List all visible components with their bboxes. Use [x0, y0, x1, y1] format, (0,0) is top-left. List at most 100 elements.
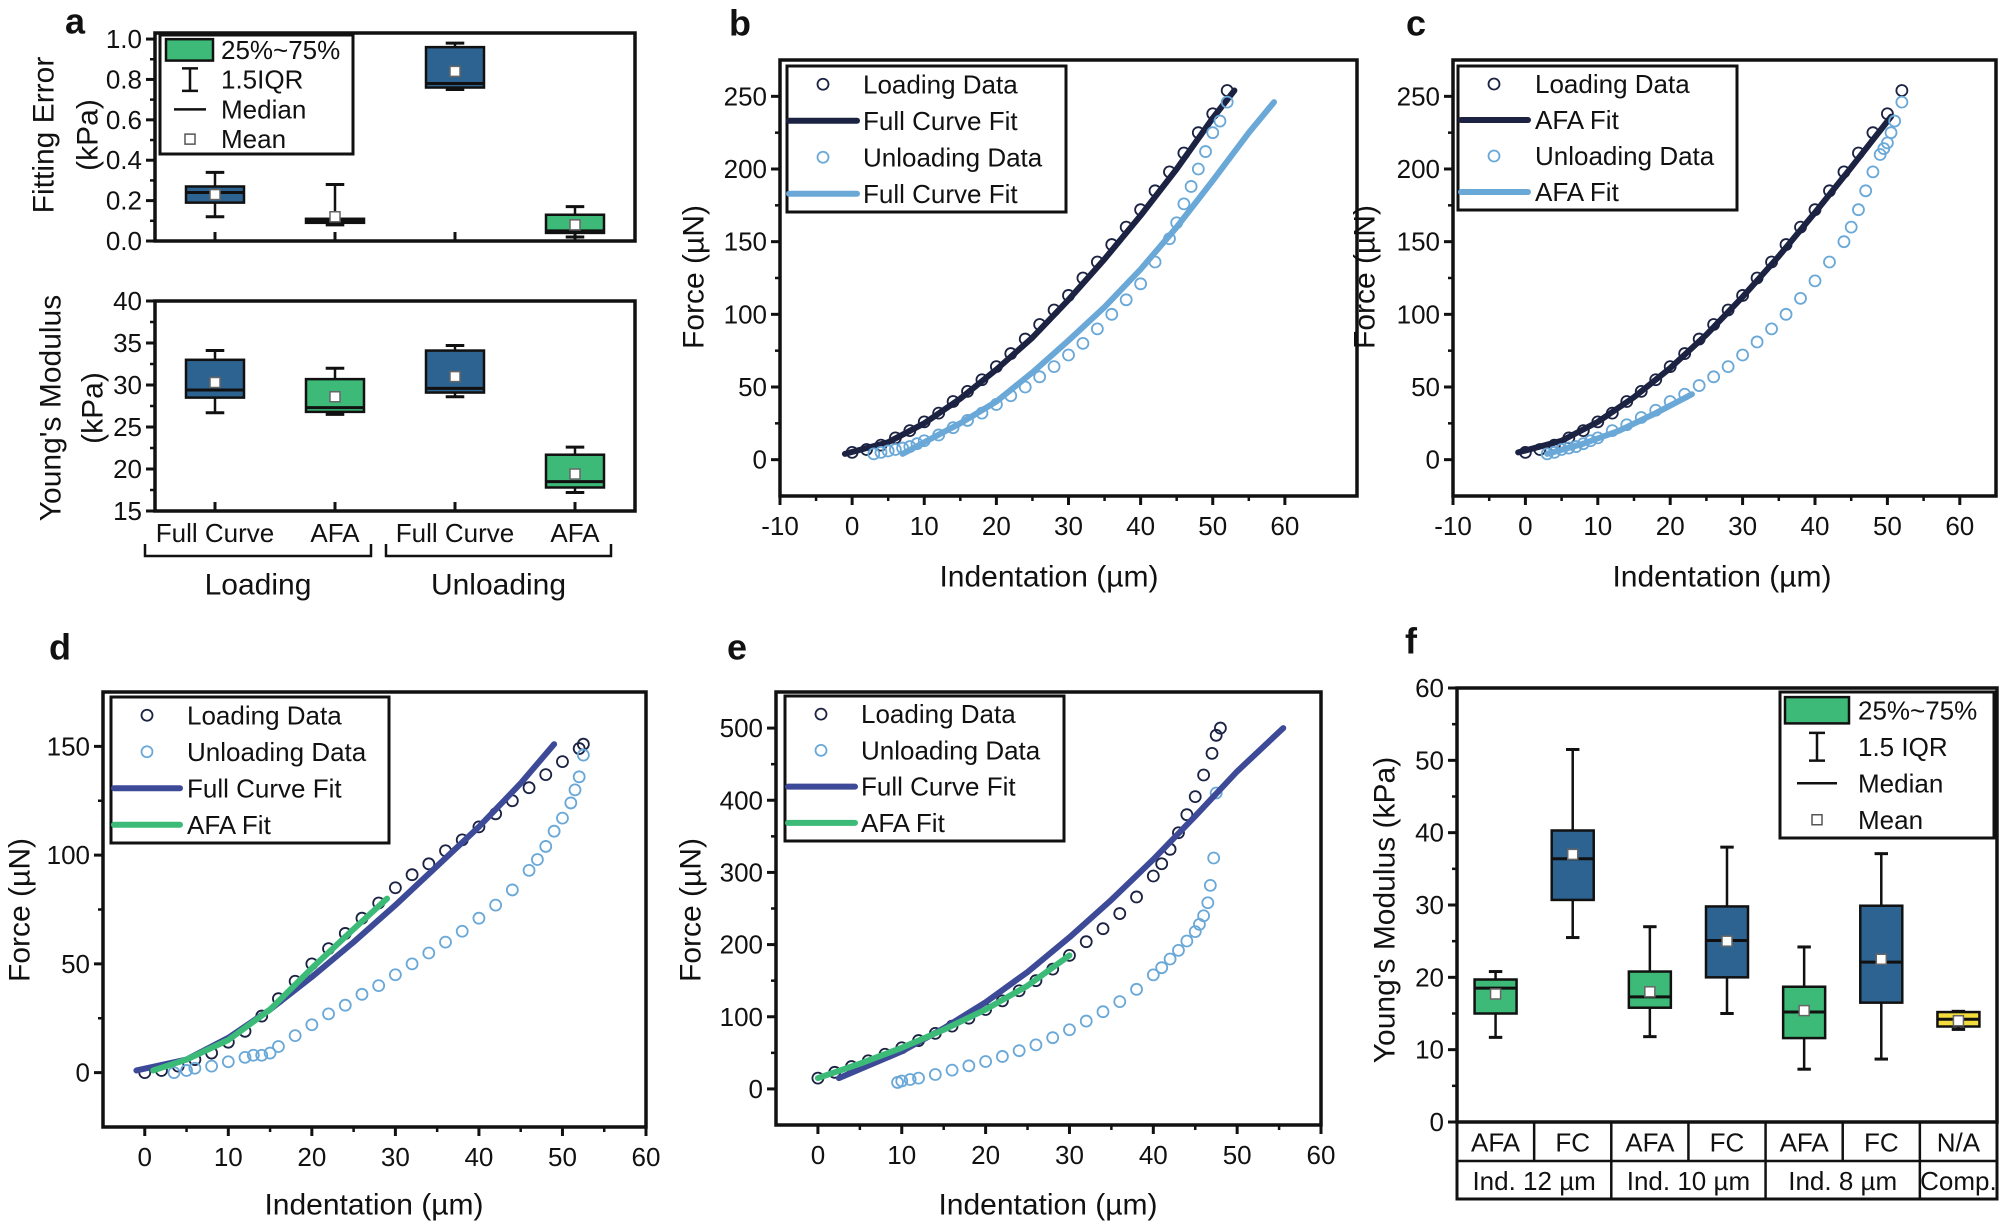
- data-point: [1079, 1014, 1093, 1028]
- group-label: Ind. 10 µm: [1627, 1166, 1750, 1196]
- data-point: [912, 1071, 925, 1085]
- data-point: [564, 796, 578, 810]
- legend-mean-icon: [1811, 814, 1823, 826]
- box-fc: [1859, 852, 1904, 1061]
- category-label: AFA: [550, 518, 600, 548]
- data-point: [1076, 336, 1090, 350]
- series-afa-fit: [1515, 113, 1895, 456]
- series-full-curve-fit: [899, 99, 1278, 457]
- fit-line: [841, 87, 1238, 457]
- data-point: [568, 783, 582, 797]
- y-tick-label: 0: [753, 445, 767, 475]
- legend-label: AFA Fit: [861, 808, 946, 838]
- series-unloading-data: [891, 786, 1223, 1089]
- data-point: [1634, 384, 1648, 398]
- data-point: [1206, 126, 1220, 140]
- y-tick-label: 100: [720, 1002, 763, 1032]
- legend-label: Full Curve Fit: [187, 773, 342, 803]
- y-tick-label: 15: [113, 496, 142, 526]
- data-point: [945, 1063, 959, 1077]
- data-point: [1209, 786, 1223, 800]
- y-tick-label: 100: [47, 840, 90, 870]
- legend-label: Unloading Data: [187, 737, 367, 767]
- data-point: [263, 1046, 277, 1060]
- y-axis-label: Young's Modulus (kPa): [1369, 757, 1402, 1063]
- legend-label: Loading Data: [861, 699, 1016, 729]
- data-point: [1750, 335, 1764, 349]
- fit-line: [1544, 391, 1695, 457]
- y-tick-label: 0.0: [106, 226, 142, 256]
- y-tick-label: 30: [113, 370, 142, 400]
- legend-label: Loading Data: [187, 700, 342, 730]
- x-tick-label: 60: [1307, 1140, 1336, 1170]
- panel-a: a 0.0 0.2 0.4 0.6 0.8 1.0 Fitting Error (kPa) 15 2…: [28, 1, 637, 602]
- data-point: [1205, 746, 1219, 760]
- data-point: [1113, 995, 1127, 1008]
- x-tick-label: 10: [887, 1140, 916, 1170]
- data-point: [928, 1068, 942, 1081]
- data-point: [238, 1051, 252, 1064]
- panel-f: f 0 10 20 30 40 50 60 Young's Modulus (kPa) 25%~7…: [1369, 621, 1999, 1201]
- y-axis-label: Force (µN): [678, 205, 711, 349]
- series-full-curve-fit: [841, 87, 1238, 457]
- x-axis-label: Indentation (µm): [264, 1189, 483, 1222]
- y-tick-label: 1.0: [106, 24, 142, 54]
- legend-label: AFA Fit: [1535, 105, 1620, 135]
- panel-d: d 0 50 100 150 0 10 20 30 40 50 60 Force (µN) Indenta…: [4, 627, 661, 1222]
- data-point: [221, 1055, 235, 1069]
- data-point: [1063, 949, 1076, 962]
- data-point: [305, 1018, 319, 1032]
- legend-frame: [1456, 64, 1739, 212]
- x-tick-label: 0: [1518, 511, 1532, 541]
- y-tick-label: 200: [724, 154, 767, 184]
- mean-marker: [1644, 986, 1656, 998]
- data-point: [1721, 360, 1735, 374]
- legend-box-swatch: [164, 37, 215, 62]
- data-point: [472, 911, 486, 925]
- x-tick-label: 60: [1945, 511, 1974, 541]
- plot-area: [841, 84, 1278, 461]
- data-point: [372, 979, 386, 993]
- mean-marker: [1489, 988, 1502, 1000]
- data-point: [505, 883, 519, 897]
- y-axis-label: Force (µN): [675, 838, 708, 982]
- x-tick-label: 0: [811, 1140, 825, 1170]
- box-afa: [544, 445, 606, 495]
- data-point: [1197, 909, 1211, 923]
- x-tick-label: 20: [982, 511, 1011, 541]
- x-tick-label: 0: [138, 1142, 152, 1172]
- data-point: [388, 881, 402, 895]
- data-point: [1808, 274, 1822, 288]
- data-point: [1765, 322, 1778, 336]
- data-point: [1029, 1038, 1043, 1052]
- legend-label-mean: Mean: [221, 124, 286, 154]
- box-afa: [1627, 925, 1673, 1039]
- data-point: [1096, 1005, 1110, 1019]
- x-tick-label: 40: [1801, 511, 1830, 541]
- box-fc: [1550, 747, 1595, 940]
- legend-label: Full Curve Fit: [863, 179, 1018, 209]
- x-tick-label: 30: [1728, 511, 1757, 541]
- data-point: [1105, 307, 1119, 321]
- y-tick-label: 150: [1397, 227, 1440, 257]
- method-label: AFA: [1471, 1128, 1521, 1158]
- series-afa-fit: [1544, 391, 1695, 457]
- data-point: [522, 863, 536, 877]
- data-point: [180, 1064, 193, 1077]
- group-label: Ind. 8 µm: [1788, 1166, 1897, 1196]
- data-point: [1207, 851, 1221, 865]
- legend: Loading Data Unloading Data Full Curve Fit…: [109, 695, 391, 845]
- x-tick-label: 30: [381, 1142, 410, 1172]
- panel-letter: a: [65, 1, 86, 42]
- category-label: AFA: [310, 518, 360, 548]
- category-label: Full Curve: [156, 518, 274, 548]
- group-label: Loading: [205, 569, 312, 602]
- y-tick-label: 200: [1397, 154, 1440, 184]
- data-point: [1201, 896, 1215, 910]
- mean-marker: [209, 376, 221, 389]
- y-tick-label: 20: [113, 454, 142, 484]
- legend-label: AFA Fit: [187, 810, 272, 840]
- data-point: [867, 447, 881, 461]
- box-afa: [304, 366, 366, 416]
- group-label: Comp.: [1920, 1166, 1997, 1196]
